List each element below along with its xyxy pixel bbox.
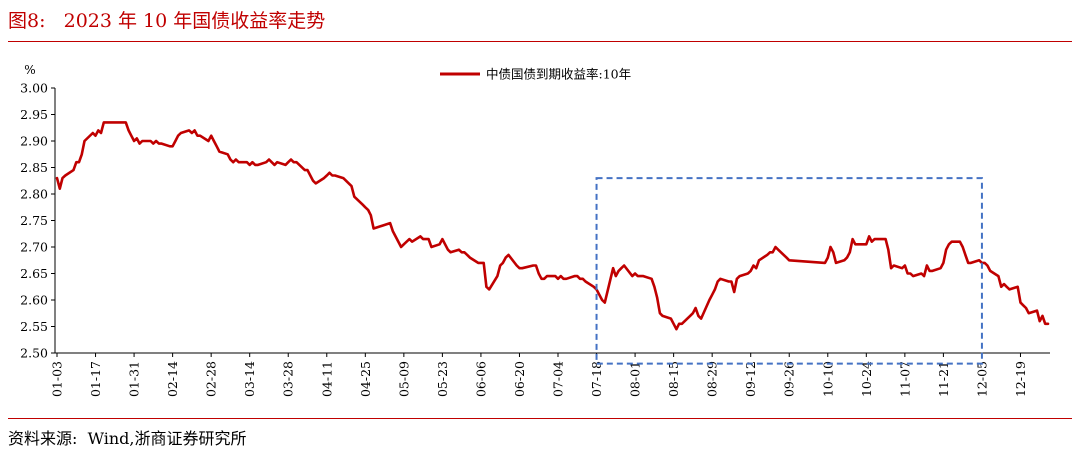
x-tick-label: 07-04 — [551, 361, 566, 397]
plot-area — [55, 121, 1050, 331]
x-tick-label: 03-14 — [242, 361, 257, 397]
y-tick-label: 2.70 — [20, 240, 48, 255]
x-tick-label: 04-11 — [319, 361, 334, 397]
y-tick-label: 2.65 — [20, 266, 48, 281]
x-tick-label: 01-31 — [127, 361, 142, 397]
y-axis-unit: % — [24, 63, 35, 77]
x-tick-label: 12-05 — [974, 361, 989, 397]
x-tick-label: 02-14 — [165, 361, 180, 397]
y-tick-label: 2.90 — [20, 134, 48, 149]
x-tick-label: 06-20 — [512, 361, 527, 397]
x-tick-label: 05-23 — [435, 361, 450, 397]
x-tick-label: 01-17 — [88, 361, 103, 397]
x-tick-label: 08-29 — [705, 361, 720, 397]
y-tick-label: 2.85 — [20, 160, 48, 175]
figure-title: 图8: 2023 年 10 年国债收益率走势 — [8, 10, 326, 32]
x-tick-label: 06-06 — [473, 361, 488, 397]
x-tick-label: 07-18 — [589, 361, 604, 397]
x-tick-label: 09-12 — [743, 361, 758, 397]
highlight-region — [595, 177, 983, 365]
line-chart: % 中债国债到期收益率:10年 3.00 2.95 2.90 2.85 2.80 2.75… — [20, 63, 1050, 397]
x-tick-label: 09-26 — [782, 361, 797, 397]
y-axis: 3.00 2.95 2.90 2.85 2.80 2.75 2.70 2.65 2.60 2.55… — [20, 81, 56, 361]
x-tick-label: 05-09 — [396, 361, 411, 397]
title-divider — [8, 41, 1072, 42]
y-tick-label: 2.95 — [20, 107, 48, 122]
source-divider — [8, 418, 1072, 419]
x-tick-label: 08-15 — [666, 361, 681, 397]
y-tick-label: 3.00 — [20, 81, 48, 96]
y-tick-label: 2.80 — [20, 187, 48, 202]
x-tick-label: 08-01 — [628, 361, 643, 397]
y-tick-label: 2.55 — [20, 319, 48, 334]
series-line — [55, 121, 1050, 331]
highlight-box — [595, 177, 983, 365]
y-tick-label: 2.75 — [20, 213, 48, 228]
legend: 中债国债到期收益率:10年 — [440, 67, 631, 82]
x-tick-label: 10-24 — [859, 361, 874, 397]
x-tick-label: 10-10 — [820, 361, 835, 397]
x-tick-label: 11-07 — [897, 361, 912, 397]
source-note: 资料来源: Wind,浙商证券研究所 — [8, 429, 247, 448]
x-tick-label: 12-19 — [1013, 361, 1028, 397]
x-tick-label: 11-21 — [936, 361, 951, 397]
x-tick-label: 04-25 — [358, 361, 373, 397]
x-tick-label: 02-28 — [204, 361, 219, 397]
legend-label: 中债国债到期收益率:10年 — [486, 67, 631, 82]
x-tick-label: 03-28 — [281, 361, 296, 397]
y-tick-label: 2.50 — [20, 346, 48, 361]
x-axis: 01-03 01-17 01-31 02-14 02-28 03-14 03-28 04-11… — [50, 352, 1050, 397]
x-tick-label: 01-03 — [50, 361, 65, 397]
y-tick-label: 2.60 — [20, 293, 48, 308]
